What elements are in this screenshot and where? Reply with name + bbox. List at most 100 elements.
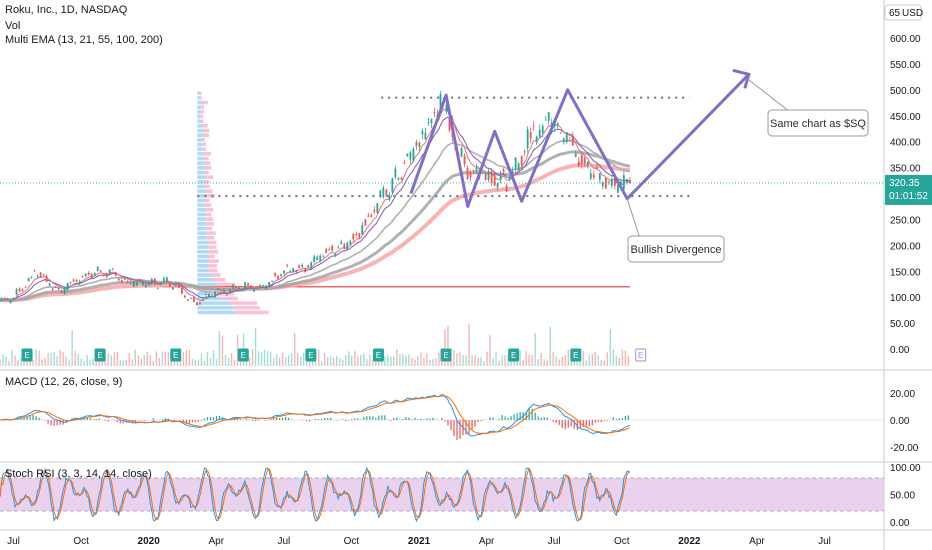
price-candle (135, 281, 138, 286)
macd-histogram-bar (444, 420, 446, 422)
volume-bar (354, 351, 356, 366)
price-candle (487, 170, 490, 181)
price-candle (57, 287, 60, 290)
volume-bar (116, 351, 118, 366)
volume-profile-bar (204, 212, 212, 217)
macd-histogram-bar (366, 416, 368, 420)
time-axis-label: Oct (614, 536, 630, 547)
earnings-marker-label: E (24, 351, 29, 360)
price-axis-label: 50.00 (890, 319, 915, 330)
callout-connector (746, 77, 791, 113)
volume-bar (423, 357, 425, 366)
price-candle (114, 272, 117, 276)
price-candle (9, 298, 12, 304)
price-candle (343, 244, 346, 249)
price-candle (403, 162, 406, 164)
macd-histogram-bar (378, 415, 380, 420)
macd-histogram-bar (453, 420, 455, 437)
volume-bar (468, 324, 470, 366)
volume-bar (296, 352, 299, 366)
macd-histogram-bar (579, 420, 581, 429)
volume-bar (119, 360, 121, 366)
volume-bar (89, 359, 91, 366)
volume-bar (5, 356, 7, 366)
volume-bar (408, 354, 410, 366)
volume-bar (263, 349, 266, 366)
price-candle (496, 183, 499, 188)
macd-histogram-bar (447, 420, 449, 426)
volume-bar (462, 355, 464, 366)
volume-profile-bar (210, 273, 221, 277)
volume-profile-bar (204, 198, 210, 203)
volume-bar (170, 360, 173, 366)
volume-bar (227, 358, 230, 366)
volume-bar (122, 360, 124, 366)
volume-profile-bar (201, 138, 205, 142)
price-candle (0, 297, 3, 301)
price-candle (523, 151, 526, 153)
price-candle (90, 273, 93, 279)
macd-histogram-bar (179, 420, 181, 421)
volume-bar (432, 359, 434, 366)
volume-bar (348, 351, 350, 366)
volume-bar (236, 335, 239, 366)
volume-bar (38, 350, 40, 366)
macd-histogram-bar (567, 420, 569, 428)
macd-histogram-bar (321, 419, 323, 420)
volume-profile-bar (205, 189, 213, 193)
macd-histogram-bar (315, 418, 317, 420)
earnings-marker (635, 348, 647, 362)
macd-histogram-bar (104, 420, 106, 421)
stoch-rsi-d (0, 467, 631, 521)
volume-profile-bar (203, 133, 209, 137)
volume-bar (44, 357, 46, 366)
volume-bar (537, 358, 539, 366)
price-candle (241, 288, 243, 290)
macd-histogram-bar (324, 418, 326, 420)
macd-histogram-bar (89, 417, 91, 420)
volume-bar (600, 359, 603, 366)
price-candle (514, 157, 517, 169)
price-axis-label: 150.00 (890, 267, 921, 278)
volume-profile-bar (197, 212, 205, 217)
earnings-marker-label: E (241, 351, 246, 360)
macd-histogram-bar (161, 419, 163, 420)
macd-histogram-bar (561, 420, 563, 429)
macd-histogram-bar (621, 417, 623, 420)
price-candle (445, 104, 448, 113)
volume-bar (272, 358, 275, 366)
macd-histogram-bar (257, 420, 260, 421)
volume-profile-bar (197, 156, 204, 161)
volume-bar (372, 359, 374, 366)
macd-histogram-bar (423, 419, 425, 420)
volume-profile-bar (202, 142, 206, 147)
volume-bar (453, 349, 455, 366)
macd-histogram-bar (291, 419, 293, 420)
price-candle (202, 299, 204, 301)
price-candle (373, 209, 376, 212)
volume-bar (203, 360, 206, 366)
macd-histogram-bar (432, 417, 434, 420)
volume-profile-bar (197, 184, 205, 189)
price-candle (171, 287, 174, 290)
volume-profile-bar (197, 249, 209, 254)
volume-bar (465, 355, 467, 366)
price-candle (376, 203, 379, 213)
last-price-badge (885, 174, 932, 205)
volume-profile-bar (230, 301, 258, 305)
macd-histogram-bar (615, 419, 617, 420)
price-candle (355, 233, 358, 235)
price-candle (274, 273, 277, 276)
volume-bar (302, 352, 305, 366)
macd-axis-label: 20.00 (890, 389, 915, 400)
volume-bar (281, 352, 284, 366)
volume-bar (197, 359, 200, 366)
price-candle (472, 170, 475, 172)
volume-bar (504, 355, 506, 366)
volume-profile-bar (205, 203, 212, 207)
price-candle (295, 270, 298, 273)
macd-histogram-bar (318, 419, 320, 420)
macd-histogram-bar (119, 420, 121, 424)
price-candle (18, 288, 21, 292)
